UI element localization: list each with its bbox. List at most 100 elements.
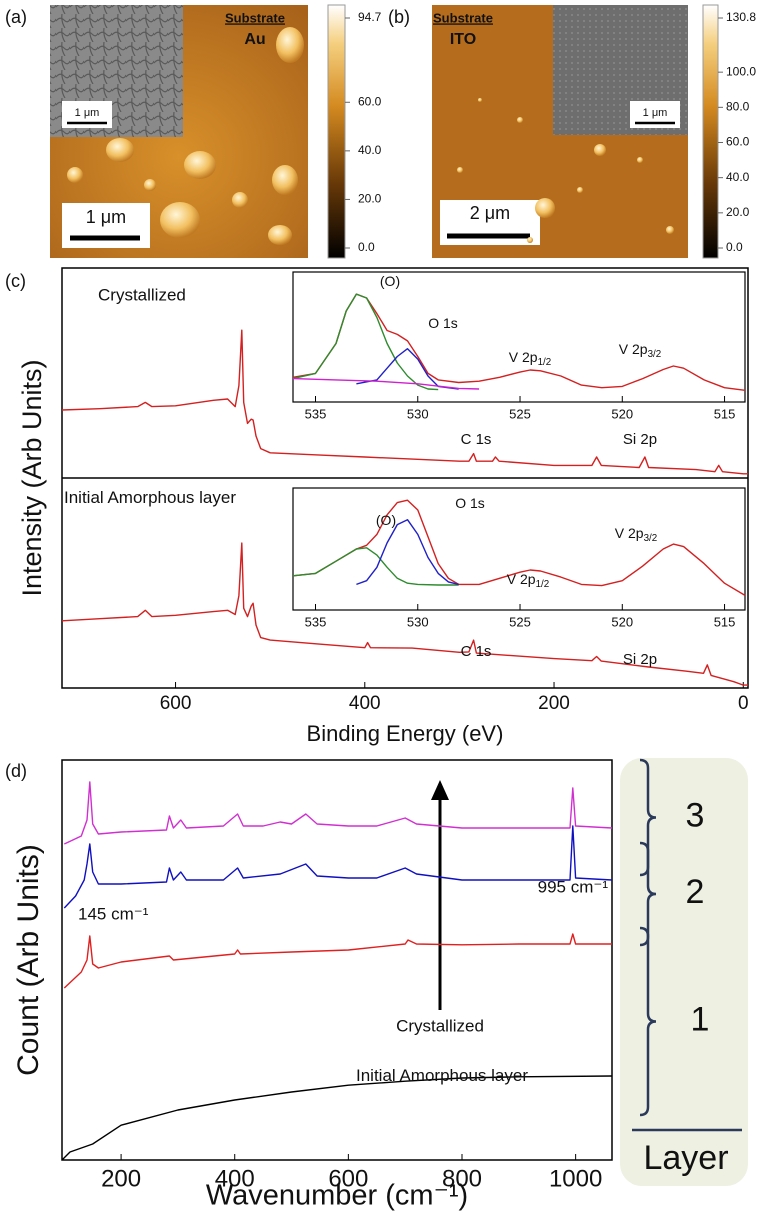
x-axis-label: Binding Energy (eV) — [307, 721, 504, 746]
x-tick-label: 530 — [407, 614, 429, 629]
spectrum-line — [61, 1075, 613, 1161]
afm-grain — [577, 187, 583, 193]
panel-label: (a) — [5, 7, 27, 27]
x-tick-label: 600 — [328, 1165, 368, 1192]
panel-label: (d) — [5, 761, 27, 781]
colorbar-tick-label: 100.0 — [726, 64, 756, 78]
spectrum-line — [356, 519, 459, 586]
afm-grain — [637, 157, 643, 163]
series-label: Initial Amorphous layer — [64, 488, 236, 507]
afm-grain — [160, 202, 200, 238]
colorbar-tick-label: 80.0 — [726, 99, 750, 113]
afm-grain — [67, 167, 83, 183]
annotation: V 2p3/2 — [615, 525, 657, 544]
legend-entry: 1 — [691, 1000, 710, 1038]
annotation: (O) — [380, 273, 400, 289]
annotation-main: (O) — [376, 512, 396, 528]
annotation-main: V 2p — [619, 341, 648, 357]
x-tick-label: 400 — [215, 1165, 255, 1192]
substrate-name: Au — [244, 31, 265, 48]
panel-label: (c) — [5, 271, 26, 291]
substrate-label: Substrate — [225, 10, 285, 25]
afm-grain — [594, 144, 606, 156]
annotation-main: V 2p — [509, 349, 538, 365]
x-axis-label: Wavenumber (cm⁻¹) — [206, 1180, 468, 1212]
annotation: 145 cm⁻¹ — [78, 904, 149, 923]
x-tick-label: 525 — [509, 614, 531, 629]
x-tick-label: 515 — [714, 406, 736, 421]
x-tick-label: 800 — [442, 1165, 482, 1192]
spectrum-line — [292, 293, 439, 391]
annotation: V 2p3/2 — [619, 341, 661, 360]
afm-grain — [478, 98, 482, 102]
spectrum-line — [61, 329, 748, 475]
annotation: Crystallized — [396, 1016, 484, 1035]
afm-grain — [184, 151, 216, 179]
annotation: V 2p1/2 — [509, 349, 551, 368]
afm-grain — [276, 27, 304, 63]
x-tick-label: 520 — [611, 406, 633, 421]
annotation-main: O 1s — [455, 495, 485, 511]
annotation: 995 cm⁻¹ — [538, 877, 609, 896]
spectrum-line — [61, 542, 748, 686]
annotation-main: V 2p — [507, 571, 536, 587]
legend-entry: 3 — [686, 796, 705, 834]
colorbar-tick-label: 0.0 — [726, 240, 743, 254]
colorbar-tick-label: 60.0 — [726, 135, 750, 149]
annotation: C 1s — [461, 643, 492, 660]
afm-grain — [232, 192, 248, 208]
scale-bar-label: 1 μm — [86, 207, 126, 227]
colorbar-tick-label: 94.7 — [358, 10, 382, 24]
legend-box — [620, 758, 748, 1186]
annotation-sub: 3/2 — [648, 349, 662, 360]
legend-entry: 2 — [686, 873, 705, 911]
y-axis-label: Count (Arb Units) — [12, 844, 45, 1076]
annotation-sub: 1/2 — [536, 579, 550, 590]
x-tick-label: 525 — [509, 406, 531, 421]
colorbar-tick-label: 40.0 — [726, 170, 750, 184]
annotation: Si 2p — [623, 651, 657, 668]
colorbar-tick-label: 20.0 — [358, 192, 382, 206]
x-tick-label: 535 — [305, 406, 327, 421]
colorbar-tick-label: 20.0 — [726, 205, 750, 219]
afm-grain — [457, 167, 463, 173]
substrate-name: ITO — [450, 31, 476, 48]
annotation-main: V 2p — [615, 525, 644, 541]
annotation: C 1s — [461, 431, 492, 448]
spectrum-line — [292, 499, 746, 597]
annotation-sub: 3/2 — [644, 533, 658, 544]
substrate-label: Substrate — [433, 10, 493, 25]
panel-label: (b) — [388, 7, 410, 27]
series-label: Crystallized — [98, 285, 186, 304]
afm-grain — [272, 165, 298, 195]
inset-scale-bar-label: 1 μm — [75, 107, 100, 119]
annotation: Si 2p — [623, 431, 657, 448]
arrow-head — [431, 780, 449, 800]
x-tick-label: 0 — [738, 693, 749, 714]
colorbar-tick-label: 60.0 — [358, 94, 382, 108]
legend-brace — [639, 758, 657, 877]
spectrum-line — [64, 781, 613, 845]
afm-grain — [144, 179, 156, 191]
spectrum-line — [63, 825, 613, 909]
legend-title: Layer — [643, 1139, 728, 1177]
inset-scale-bar-label: 1 μm — [643, 107, 668, 119]
spectrum-line — [63, 933, 612, 989]
spectrum-line — [356, 348, 459, 390]
x-tick-label: 535 — [305, 614, 327, 629]
colorbar-tick-label: 130.8 — [726, 10, 756, 24]
y-axis-label: Intensity (Arb Units) — [17, 359, 47, 596]
annotation: (O) — [376, 512, 396, 528]
afm-grain — [517, 117, 523, 123]
series-label: Initial Amorphous layer — [356, 1066, 528, 1085]
afm-grain — [666, 226, 674, 234]
colorbar — [702, 4, 719, 259]
annotation: V 2p1/2 — [507, 571, 549, 590]
annotation-main: (O) — [380, 273, 400, 289]
x-tick-label: 1000 — [549, 1165, 602, 1192]
colorbar-tick-label: 0.0 — [358, 240, 375, 254]
x-tick-label: 515 — [714, 614, 736, 629]
colorbar-tick-label: 40.0 — [358, 143, 382, 157]
